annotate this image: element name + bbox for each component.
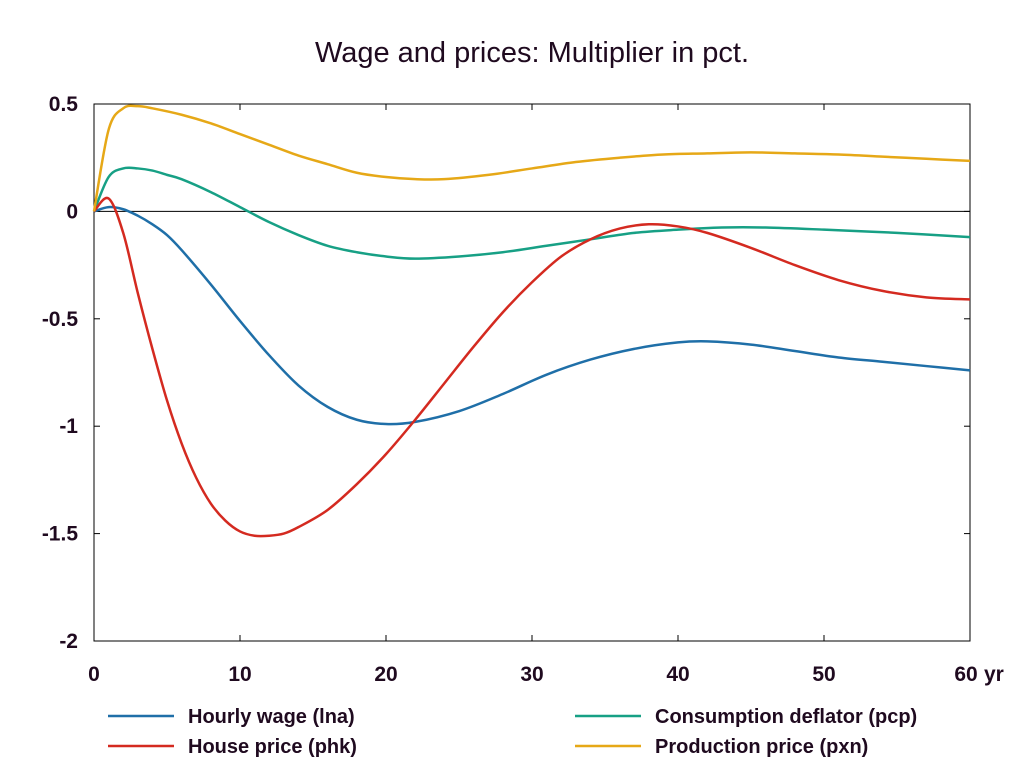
legend-label: Production price (pxn) <box>655 736 868 758</box>
x-tick-label: 20 <box>374 663 397 686</box>
y-tick-label: -1 <box>59 415 78 438</box>
y-tick-label: 0.5 <box>49 93 79 116</box>
series-line-house-price <box>93 196 971 538</box>
x-tick-label: 40 <box>666 663 689 686</box>
plot-area: 0.5 0 -0.5 -1 -1.5 -2 0 10 20 30 40 50 60 yr <box>42 93 1004 686</box>
x-tick-label: 30 <box>520 663 543 686</box>
x-unit-label: yr <box>984 663 1004 686</box>
x-tick-label: 0 <box>88 663 100 686</box>
y-tick-label: -1.5 <box>42 523 79 546</box>
legend: Hourly wage (lna) Consumption deflator (p… <box>108 706 917 758</box>
x-tick-label: 10 <box>228 663 251 686</box>
legend-label: Hourly wage (lna) <box>188 706 355 728</box>
series-line-hourly-wage <box>93 205 971 426</box>
series-line-production-price <box>92 104 971 212</box>
y-tick-label: -2 <box>59 630 78 653</box>
y-tick-label: -0.5 <box>42 308 79 331</box>
legend-label: Consumption deflator (pcp) <box>655 706 917 728</box>
plot-frame <box>93 103 971 642</box>
legend-label: House price (phk) <box>188 736 357 758</box>
y-tick-label: 0 <box>66 200 78 223</box>
chart-title: Wage and prices: Multiplier in pct. <box>315 37 749 69</box>
x-tick-label: 60 <box>954 663 977 686</box>
x-tick-label: 50 <box>812 663 835 686</box>
series-line-consumption-deflator <box>92 166 971 260</box>
